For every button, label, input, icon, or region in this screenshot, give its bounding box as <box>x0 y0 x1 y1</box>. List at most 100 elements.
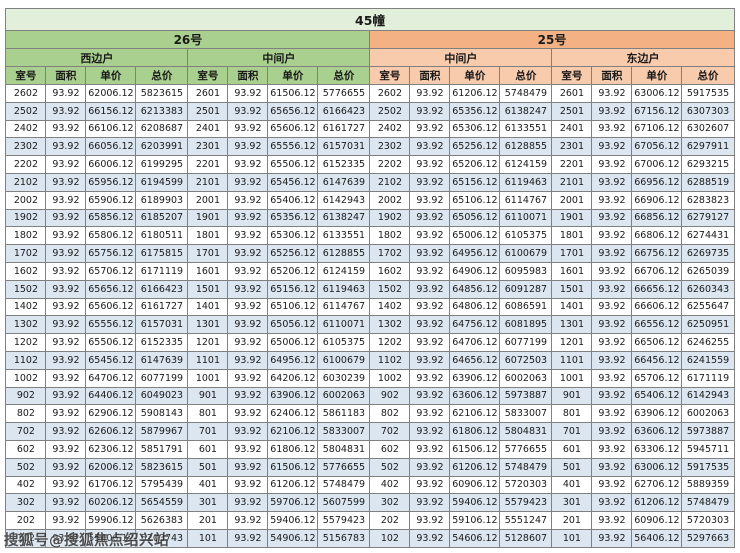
cell-unit-price: 61806.12 <box>267 439 319 459</box>
cell-unit-price: 66006.12 <box>85 155 137 174</box>
cell-room-number: 2202 <box>369 155 411 174</box>
cell-total-price: 5833007 <box>499 404 553 424</box>
cell-area: 93.92 <box>409 226 451 246</box>
cell-area: 93.92 <box>45 172 87 192</box>
cell-total-price: 6189903 <box>135 190 189 210</box>
cell-area: 93.92 <box>409 155 451 174</box>
cell-area: 93.92 <box>591 261 633 281</box>
cell-area: 93.92 <box>409 172 451 192</box>
cell-unit-price: 66056.12 <box>85 137 137 157</box>
cell-total-price: 5973887 <box>499 386 553 406</box>
cell-area: 93.92 <box>409 386 451 406</box>
cell-total-price: 5748479 <box>317 475 371 495</box>
title-row: 45幢 <box>5 8 735 31</box>
cell-unit-price: 65356.12 <box>449 101 501 121</box>
cell-area: 93.92 <box>227 101 269 121</box>
cell-area: 93.92 <box>227 244 269 263</box>
cell-area: 93.92 <box>591 439 633 459</box>
cell-room-number: 2201 <box>551 155 593 174</box>
cell-unit-price: 62906.12 <box>85 404 137 424</box>
cell-area: 93.92 <box>409 422 451 441</box>
column-header-row: 室号 面积 单价 总价 室号 面积 单价 总价 室号 面积 单价 总价 室号 面积 单价 总价 <box>5 66 735 85</box>
cell-area: 93.92 <box>227 457 269 477</box>
cell-room-number: 901 <box>187 386 229 406</box>
cell-total-price: 5654559 <box>135 493 189 513</box>
cell-area: 93.92 <box>45 368 87 388</box>
cell-area: 93.92 <box>45 226 87 246</box>
table-row: 2102 93.92 65956.12 6194599 2101 93.92 65456.1… <box>5 172 735 192</box>
price-table-body: 2602 93.92 62006.12 5823615 2601 93.92 61506.1… <box>5 84 735 548</box>
cell-total-price: 5579423 <box>317 511 371 530</box>
cell-total-price: 6077199 <box>135 368 189 388</box>
cell-unit-price: 65206.12 <box>267 261 319 281</box>
cell-area: 93.92 <box>227 333 269 352</box>
cell-room-number: 1501 <box>551 279 593 299</box>
col-header-room-number: 室号 <box>551 66 593 85</box>
cell-area: 93.92 <box>227 84 269 103</box>
cell-total-price: 6175815 <box>135 244 189 263</box>
cell-total-price: 6161727 <box>135 297 189 317</box>
cell-room-number: 1801 <box>187 226 229 246</box>
col-header-unit-price: 单价 <box>449 66 501 85</box>
cell-total-price: 5776655 <box>317 457 371 477</box>
cell-area: 93.92 <box>409 190 451 210</box>
cell-total-price: 6180511 <box>135 226 189 246</box>
cell-total-price: 5776655 <box>499 439 553 459</box>
cell-area: 93.92 <box>45 297 87 317</box>
cell-total-price: 5823615 <box>135 457 189 477</box>
col-header-total-price: 总价 <box>681 66 735 85</box>
cell-total-price: 6152335 <box>317 155 371 174</box>
cell-total-price: 6203991 <box>135 137 189 157</box>
cell-unit-price: 64906.12 <box>449 261 501 281</box>
col-header-area: 面积 <box>591 66 633 85</box>
cell-unit-price: 66806.12 <box>631 226 683 246</box>
cell-area: 93.92 <box>591 422 633 441</box>
cell-area: 93.92 <box>227 439 269 459</box>
cell-area: 93.92 <box>45 511 87 530</box>
cell-total-price: 6142943 <box>681 386 735 406</box>
cell-unit-price: 65306.12 <box>449 119 501 139</box>
cell-total-price: 6157031 <box>317 137 371 157</box>
cell-total-price: 5917535 <box>681 457 735 477</box>
cell-room-number: 1101 <box>187 350 229 370</box>
col-header-total-price: 总价 <box>499 66 553 85</box>
cell-unit-price: 64206.12 <box>267 368 319 388</box>
cell-total-price: 6114767 <box>317 297 371 317</box>
cell-unit-price: 61206.12 <box>631 493 683 513</box>
cell-unit-price: 65406.12 <box>267 190 319 210</box>
col-header-room-number: 室号 <box>187 66 229 85</box>
cell-total-price: 5823615 <box>135 84 189 103</box>
cell-area: 93.92 <box>591 172 633 192</box>
cell-room-number: 502 <box>369 457 411 477</box>
cell-room-number: 2202 <box>5 155 47 174</box>
cell-area: 93.92 <box>409 297 451 317</box>
cell-area: 93.92 <box>227 511 269 530</box>
cell-unit-price: 62106.12 <box>449 404 501 424</box>
cell-total-price: 6002063 <box>681 404 735 424</box>
cell-total-price: 5833007 <box>317 422 371 441</box>
cell-area: 93.92 <box>227 137 269 157</box>
cell-area: 93.92 <box>45 475 87 495</box>
cell-unit-price: 65906.12 <box>85 190 137 210</box>
cell-room-number: 202 <box>369 511 411 530</box>
cell-area: 93.92 <box>45 315 87 335</box>
cell-unit-price: 65006.12 <box>449 226 501 246</box>
cell-unit-price: 66756.12 <box>631 244 683 263</box>
cell-unit-price: 65606.12 <box>267 119 319 139</box>
unit-25-middle-label: 中间户 <box>369 48 553 67</box>
cell-room-number: 502 <box>5 457 47 477</box>
cell-total-price: 6091287 <box>499 279 553 299</box>
cell-unit-price: 67106.12 <box>631 119 683 139</box>
cell-area: 93.92 <box>591 208 633 228</box>
cell-unit-price: 61206.12 <box>449 457 501 477</box>
cell-area: 93.92 <box>45 261 87 281</box>
cell-unit-price: 65656.12 <box>267 101 319 121</box>
cell-total-price: 5748479 <box>681 493 735 513</box>
cell-total-price: 6297911 <box>681 137 735 157</box>
cell-room-number: 2401 <box>187 119 229 139</box>
cell-room-number: 1801 <box>551 226 593 246</box>
cell-room-number: 2402 <box>369 119 411 139</box>
cell-unit-price: 64956.12 <box>267 350 319 370</box>
cell-total-price: 6128855 <box>317 244 371 263</box>
cell-total-price: 5720303 <box>681 511 735 530</box>
